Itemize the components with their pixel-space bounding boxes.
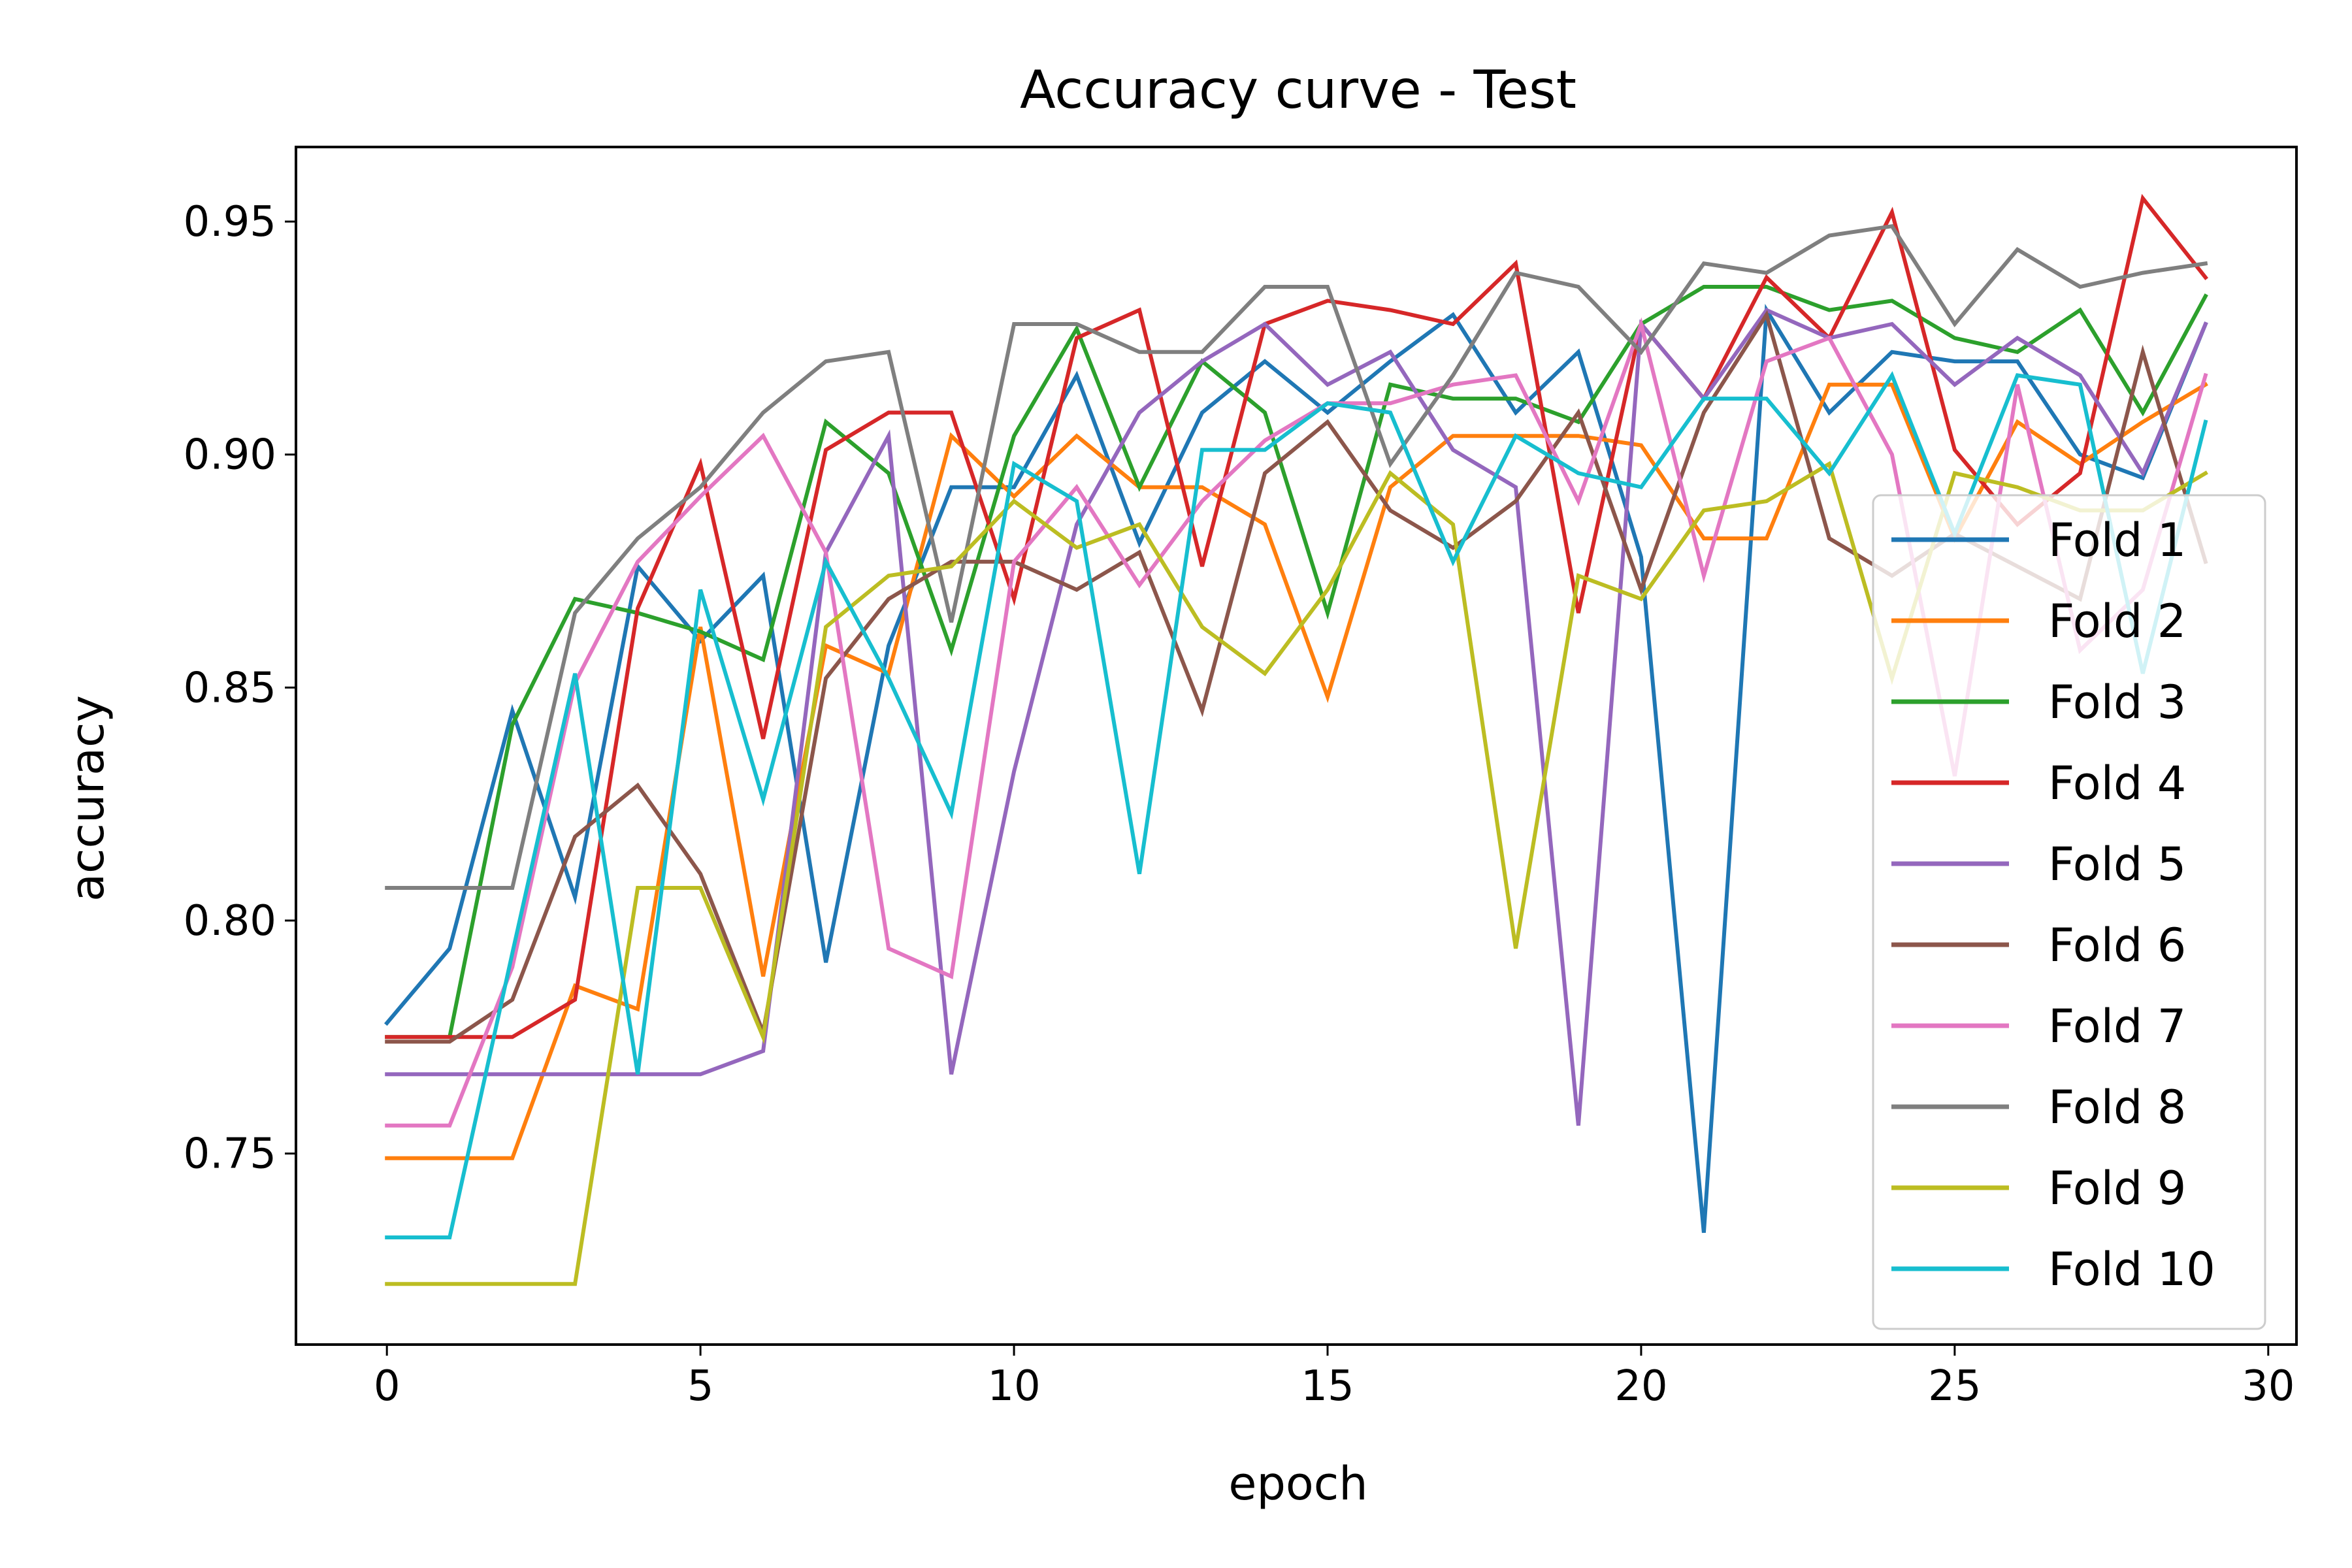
x-tick-label: 10 [987,1362,1040,1411]
legend-label: Fold 3 [2048,676,2186,729]
series-line-fold-8 [385,223,2208,890]
plot-frame [295,146,2298,1346]
x-tick-label: 15 [1301,1362,1354,1411]
y-tick-label: 0.85 [184,664,277,712]
y-axis-label: accuracy [61,695,114,902]
y-tick-label: 0.90 [184,431,277,480]
legend: Fold 1 Fold 2 Fold 3 Fold 4 Fold 5 Fold 6 Fold… [1872,494,2266,1330]
legend-label: Fold 9 [2048,1162,2186,1215]
legend-label: Fold 4 [2048,757,2186,810]
y-tick-label: 0.80 [184,897,277,945]
x-tick-label: 25 [1928,1362,1981,1411]
x-tick-label: 30 [2242,1362,2295,1411]
series-line-fold-10 [385,370,2208,1239]
series-line-fold-3 [385,285,2208,1039]
x-axis-label: epoch [1228,1457,1367,1511]
series-line-fold-2 [385,382,2208,1160]
chart-title: Accuracy curve - Test [1020,59,1576,120]
x-tick-label: 0 [374,1362,400,1411]
series-line-fold-5 [385,307,2208,1126]
y-tick-label: 0.75 [184,1130,277,1179]
x-axis: 0 5 10 15 20 25 30 [374,1345,2295,1411]
series-line-fold-4 [385,193,2209,1039]
legend-label: Fold 5 [2048,838,2186,891]
y-tick-label: 0.95 [184,198,277,246]
legend-label: Fold 10 [2048,1243,2215,1296]
x-tick-label: 20 [1614,1362,1667,1411]
legend-label: Fold 6 [2048,919,2186,972]
legend-label: Fold 2 [2048,595,2186,648]
x-tick-label: 5 [687,1362,714,1411]
legend-label: Fold 8 [2048,1081,2186,1134]
legend-label: Fold 1 [2048,514,2186,567]
legend-label: Fold 7 [2048,1000,2186,1053]
y-axis: 0.75 0.80 0.85 0.90 0.95 [184,198,296,1179]
